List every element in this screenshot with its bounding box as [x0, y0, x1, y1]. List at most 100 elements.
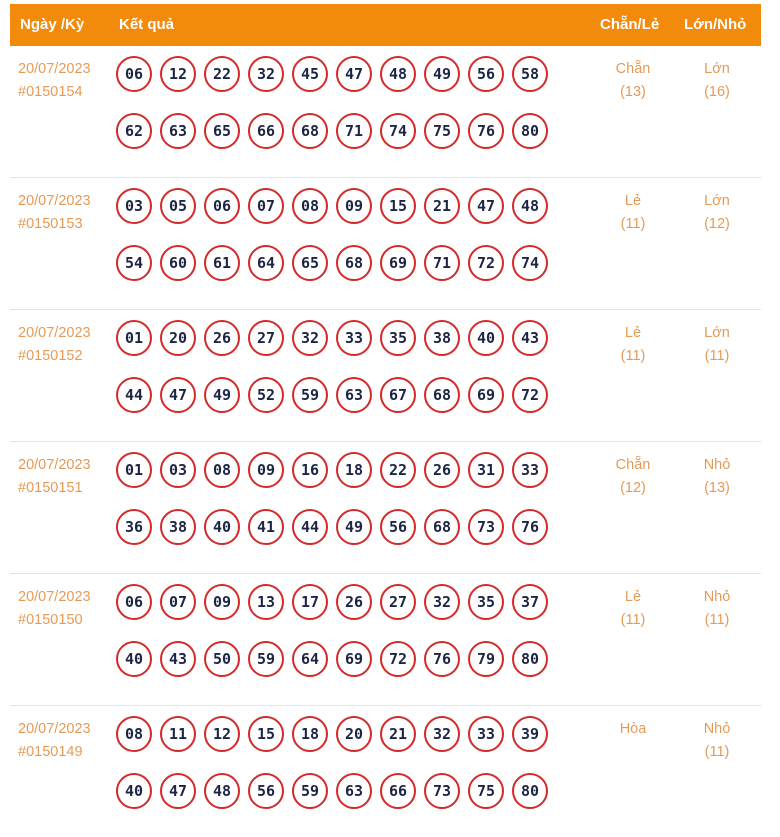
big-small-count: (11) [704, 744, 730, 760]
big-small-count: (11) [704, 612, 730, 628]
even-odd-result: Lẻ (11) [603, 586, 663, 632]
number-ball: 17 [292, 584, 328, 620]
number-ball: 69 [468, 377, 504, 413]
number-ball: 69 [380, 245, 416, 281]
number-ball: 40 [116, 773, 152, 809]
big-small-count: (13) [704, 480, 730, 496]
number-ball: 15 [380, 188, 416, 224]
number-ball: 20 [336, 716, 372, 752]
number-ball: 32 [424, 716, 460, 752]
number-ball: 35 [380, 320, 416, 356]
even-odd-label: Lẻ [624, 589, 642, 605]
number-ball: 31 [468, 452, 504, 488]
number-ball: 50 [204, 641, 240, 677]
even-odd-label: Lẻ [624, 193, 642, 209]
header-big-small: Lớn/Nhỏ [684, 16, 747, 33]
number-ball: 56 [380, 509, 416, 545]
number-ball: 48 [512, 188, 548, 224]
number-ball: 01 [116, 320, 152, 356]
number-ball: 09 [204, 584, 240, 620]
number-ball: 62 [116, 113, 152, 149]
number-ball: 66 [248, 113, 284, 149]
result-numbers: 06 07 09 13 17 26 27 32 35 37 40 43 50 59 64 69 72 76 79 80 [116, 584, 566, 677]
draw-info: 20/07/2023 #0150152 [18, 322, 91, 368]
header-result: Kết quả [119, 16, 175, 33]
number-ball: 07 [160, 584, 196, 620]
number-ball: 47 [160, 377, 196, 413]
number-ball: 13 [248, 584, 284, 620]
number-ball: 67 [380, 377, 416, 413]
number-ball: 37 [512, 584, 548, 620]
number-ball: 68 [424, 377, 460, 413]
number-ball: 60 [160, 245, 196, 281]
number-ball: 80 [512, 113, 548, 149]
result-numbers: 03 05 06 07 08 09 15 21 47 48 54 60 61 64 65 68 69 71 72 74 [116, 188, 566, 281]
big-small-label: Nhỏ [703, 721, 731, 737]
number-ball: 65 [292, 245, 328, 281]
table-row: 20/07/2023 #0150151 01 03 08 09 16 18 22 26 31 33 36… [10, 442, 761, 574]
number-ball: 08 [116, 716, 152, 752]
number-ball: 43 [512, 320, 548, 356]
number-ball: 47 [336, 56, 372, 92]
number-ball: 11 [160, 716, 196, 752]
big-small-result: Lớn (11) [687, 322, 747, 368]
big-small-result: Nhỏ (13) [687, 454, 747, 500]
number-ball: 64 [292, 641, 328, 677]
number-ball: 20 [160, 320, 196, 356]
draw-date: 20/07/2023 [18, 61, 91, 77]
number-ball: 73 [468, 509, 504, 545]
number-ball: 38 [160, 509, 196, 545]
table-row: 20/07/2023 #0150149 08 11 12 15 18 20 21 32 33 39 40… [10, 706, 761, 837]
number-ball: 48 [380, 56, 416, 92]
even-odd-result: Hòa [603, 718, 663, 741]
number-ball: 39 [512, 716, 548, 752]
number-ball: 63 [336, 773, 372, 809]
number-ball: 40 [204, 509, 240, 545]
result-numbers: 06 12 22 32 45 47 48 49 56 58 62 63 65 66 68 71 74 75 76 80 [116, 56, 566, 149]
number-ball: 79 [468, 641, 504, 677]
number-ball: 41 [248, 509, 284, 545]
draw-info: 20/07/2023 #0150154 [18, 58, 91, 104]
draw-info: 20/07/2023 #0150149 [18, 718, 91, 764]
number-ball: 06 [116, 56, 152, 92]
draw-date: 20/07/2023 [18, 457, 91, 473]
number-ball: 32 [424, 584, 460, 620]
even-odd-count: (13) [620, 84, 646, 100]
number-ball: 26 [336, 584, 372, 620]
number-ball: 32 [248, 56, 284, 92]
table-body: 20/07/2023 #0150154 06 12 22 32 45 47 48 49 56 58 62… [10, 46, 761, 837]
number-ball: 27 [380, 584, 416, 620]
draw-info: 20/07/2023 #0150153 [18, 190, 91, 236]
header-date-period: Ngày /Kỳ [20, 16, 85, 33]
big-small-label: Nhỏ [703, 589, 731, 605]
number-ball: 33 [512, 452, 548, 488]
number-ball: 76 [468, 113, 504, 149]
result-numbers: 08 11 12 15 18 20 21 32 33 39 40 47 48 56 59 63 66 73 75 80 [116, 716, 566, 809]
number-ball: 65 [204, 113, 240, 149]
result-numbers: 01 03 08 09 16 18 22 26 31 33 36 38 40 41 44 49 56 68 73 76 [116, 452, 566, 545]
number-ball: 48 [204, 773, 240, 809]
draw-date: 20/07/2023 [18, 325, 91, 341]
draw-date: 20/07/2023 [18, 589, 91, 605]
table-row: 20/07/2023 #0150150 06 07 09 13 17 26 27 32 35 37 40… [10, 574, 761, 706]
number-ball: 58 [512, 56, 548, 92]
number-ball: 56 [248, 773, 284, 809]
number-ball: 74 [380, 113, 416, 149]
even-odd-label: Lẻ [624, 325, 642, 341]
number-ball: 08 [292, 188, 328, 224]
number-ball: 59 [292, 377, 328, 413]
big-small-label: Lớn [704, 193, 730, 209]
number-ball: 69 [336, 641, 372, 677]
table-row: 20/07/2023 #0150152 01 20 26 27 32 33 35 38 40 43 44… [10, 310, 761, 442]
number-ball: 59 [248, 641, 284, 677]
number-ball: 76 [512, 509, 548, 545]
even-odd-result: Chẵn (13) [603, 58, 663, 104]
even-odd-result: Lẻ (11) [603, 322, 663, 368]
big-small-label: Lớn [704, 325, 730, 341]
number-ball: 01 [116, 452, 152, 488]
number-ball: 75 [468, 773, 504, 809]
number-ball: 44 [116, 377, 152, 413]
number-ball: 22 [380, 452, 416, 488]
draw-date: 20/07/2023 [18, 193, 91, 209]
draw-period: #0150150 [18, 612, 83, 628]
